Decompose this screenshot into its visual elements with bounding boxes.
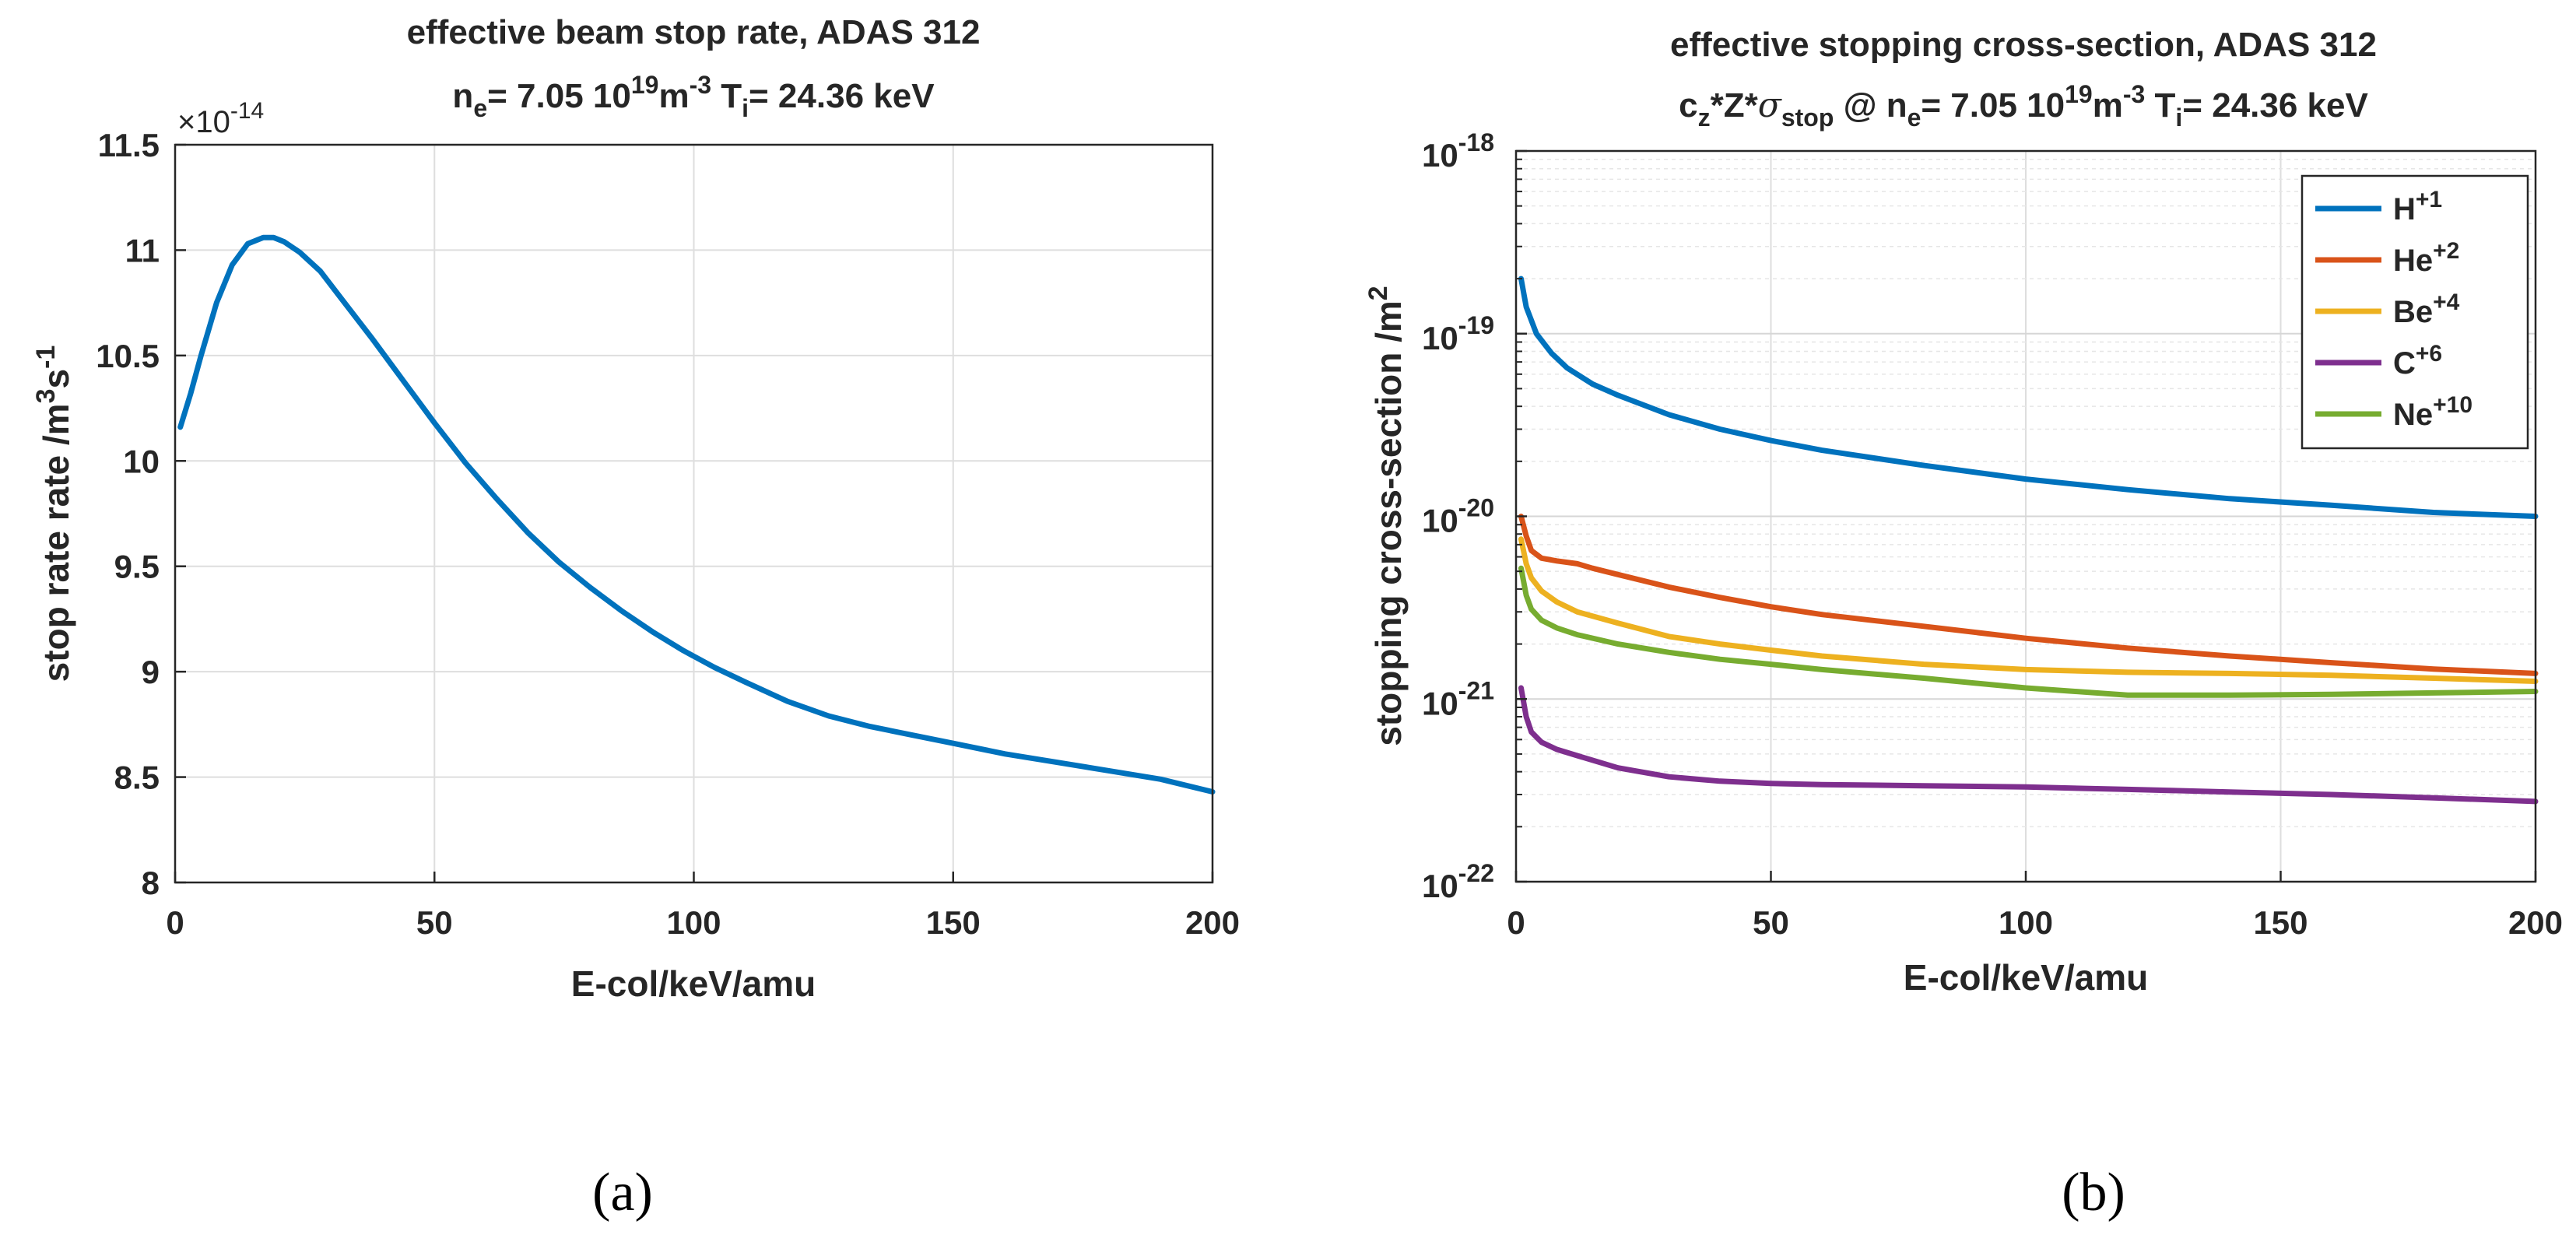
- chart-b-ytick-label: 10-19: [1422, 311, 1494, 356]
- chart-a-series-line: [177, 234, 1216, 795]
- chart-a-tick-marks: [174, 143, 1214, 884]
- chart-b-ytick-label: 10-21: [1422, 676, 1494, 721]
- chart-a-xtick-label: 150: [926, 904, 981, 941]
- chart-b: 0 50 100 150 200 10-22 10-21 10-20 10-19…: [1363, 26, 2563, 1223]
- chart-b-series-line-h: [1518, 275, 2539, 519]
- chart-a-subtitle: ne= 7.05 1019m-3 Ti= 24.36 keV: [452, 71, 935, 122]
- chart-b-ytick-label: 10-18: [1422, 128, 1494, 174]
- chart-b-title: effective stopping cross-section, ADAS 3…: [1670, 26, 2377, 64]
- chart-a-ytick-label: 11.5: [98, 127, 160, 163]
- chart-a-xtick-label: 200: [1185, 904, 1240, 941]
- chart-a-ylabel: stop rate rate /m3s-1: [31, 346, 76, 682]
- chart-b-series-line-c: [1518, 685, 2539, 805]
- chart-b-series-line-he: [1518, 514, 2539, 676]
- chart-a-ytick-label: 10.5: [96, 338, 160, 374]
- chart-b-caption: (b): [2062, 1163, 2125, 1223]
- chart-a-title: effective beam stop rate, ADAS 312: [407, 13, 981, 51]
- chart-a-ytick-label: 8.5: [114, 760, 160, 796]
- chart-b-legend-label-c: C+6: [2393, 341, 2442, 381]
- chart-b-legend: H+1 He+2 Be+4 C+6 Ne+10: [2301, 174, 2529, 450]
- chart-b-xtick-label: 200: [2508, 904, 2563, 941]
- chart-b-tick-marks: [1514, 149, 2537, 883]
- chart-b-ytick-label: 10-22: [1422, 859, 1494, 904]
- chart-a-xtick-label: 50: [416, 904, 453, 941]
- chart-b-legend-label-be: Be+4: [2393, 289, 2460, 329]
- chart-b-legend-label-ne: Ne+10: [2393, 392, 2472, 432]
- chart-a-xtick-label: 100: [666, 904, 721, 941]
- chart-a-ytick-label: 9: [142, 654, 160, 690]
- chart-b-subtitle: cz*Z*σstop @ ne= 7.05 1019m-3 Ti= 24.36 …: [1679, 80, 2368, 132]
- chart-a-ytick-label: 10: [123, 443, 160, 479]
- chart-b-legend-label-he: He+2: [2393, 238, 2459, 278]
- chart-a-xlabel: E-col/keV/amu: [571, 963, 816, 1004]
- chart-b-xtick-label: 0: [1507, 904, 1525, 941]
- chart-a-caption: (a): [592, 1163, 653, 1223]
- chart-a-ytick-label: 8: [142, 865, 160, 901]
- chart-a: 0 50 100 150 200 8 8.5 9 9.5 10 10.5 11 …: [31, 13, 1240, 1223]
- chart-b-ytick-label: 10-20: [1422, 494, 1494, 539]
- chart-b-ylabel: stopping cross-section /m2: [1363, 286, 1409, 746]
- chart-b-xtick-label: 100: [1999, 904, 2053, 941]
- chart-b-xtick-label: 150: [2253, 904, 2308, 941]
- chart-a-grid: [175, 145, 1213, 882]
- chart-b-series-line-be: [1518, 536, 2539, 684]
- chart-b-xtick-label: 50: [1753, 904, 1789, 941]
- chart-b-legend-label-h: H+1: [2393, 187, 2442, 226]
- chart-a-xtick-label: 0: [166, 904, 184, 941]
- chart-a-scale-label: ×10-14: [177, 98, 264, 139]
- chart-a-ytick-label: 9.5: [114, 549, 160, 585]
- chart-b-series-line-ne: [1518, 565, 2539, 698]
- chart-b-xlabel: E-col/keV/amu: [1904, 957, 2148, 998]
- chart-a-ytick-label: 11: [125, 232, 160, 268]
